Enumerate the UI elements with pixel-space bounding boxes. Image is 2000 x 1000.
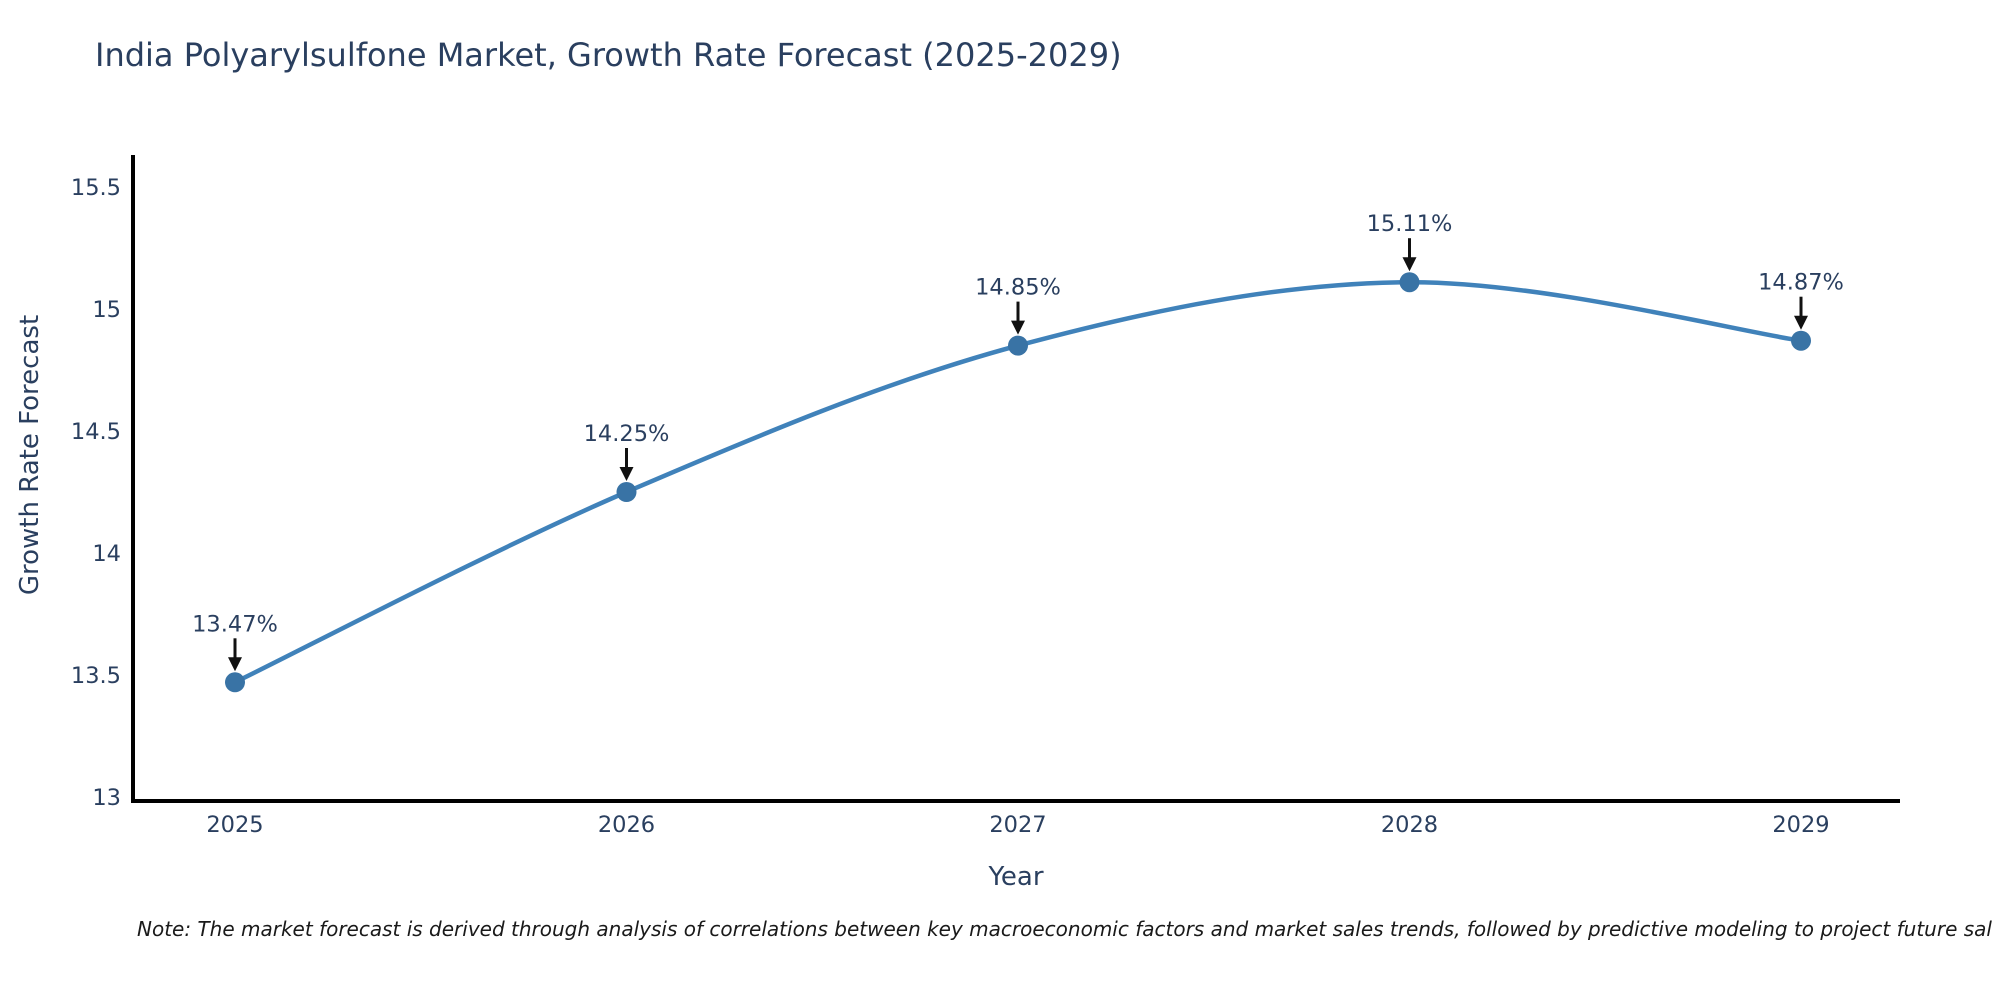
point-annotation-label: 14.87%: [1758, 270, 1844, 296]
x-tick-label: 2026: [598, 812, 655, 838]
annotation-arrow: [1402, 238, 1417, 272]
y-tick-label: 13.5: [71, 663, 121, 689]
x-axis-title: Year: [988, 862, 1044, 892]
chart-title: India Polyarylsulfone Market, Growth Rat…: [95, 36, 1122, 74]
annotation-arrow: [1794, 296, 1808, 330]
footnote: Note: The market forecast is derived thr…: [137, 917, 1992, 941]
data-point-marker: [1791, 330, 1811, 351]
data-point-marker: [616, 482, 637, 502]
point-annotation-label: 14.85%: [975, 275, 1061, 301]
x-tick-label: 2025: [206, 812, 263, 838]
annotation-arrow: [1011, 301, 1025, 335]
y-tick-label: 15: [92, 297, 121, 323]
x-tick-label: 2029: [1772, 812, 1829, 838]
point-annotation-label: 15.11%: [1367, 211, 1453, 237]
axes-line: [131, 155, 1900, 803]
data-point-marker: [1399, 272, 1420, 293]
point-annotation-label: 13.47%: [192, 611, 278, 637]
y-tick-label: 13: [92, 785, 121, 811]
y-tick-label: 14: [92, 541, 121, 567]
data-point-marker: [1008, 335, 1028, 356]
y-tick-label: 15.5: [71, 175, 121, 201]
x-tick-label: 2027: [989, 812, 1046, 838]
annotation-arrow: [619, 448, 634, 481]
annotation-arrow: [228, 638, 242, 672]
point-annotation-label: 14.25%: [584, 421, 670, 447]
y-tick-label: 14.5: [71, 419, 121, 445]
x-tick-label: 2028: [1381, 812, 1438, 838]
data-point-marker: [225, 672, 245, 693]
